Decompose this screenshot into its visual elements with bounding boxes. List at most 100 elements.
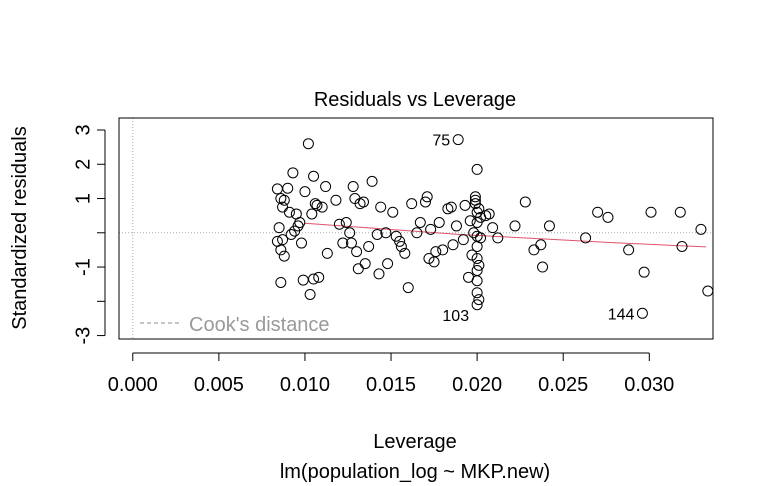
data-point [309, 198, 321, 210]
point-label: 75 [432, 133, 450, 150]
data-point [306, 208, 318, 220]
x-tick-label: 0.005 [194, 374, 244, 396]
data-point [473, 259, 485, 271]
data-point [473, 294, 485, 306]
cooks-distance-legend: Cook's distance [140, 314, 330, 336]
data-point [278, 194, 290, 206]
data-point [366, 175, 378, 187]
data-point [337, 237, 349, 249]
data-point [447, 239, 459, 251]
data-point [645, 206, 657, 218]
data-point [592, 206, 604, 218]
data-point [421, 191, 433, 203]
data-point [543, 220, 555, 232]
data-point [450, 220, 462, 232]
data-point [333, 218, 345, 230]
data-point [304, 288, 316, 300]
data-point [535, 239, 547, 251]
data-point [380, 227, 392, 239]
data-point [428, 256, 440, 268]
data-point [473, 203, 485, 215]
data-point [475, 232, 487, 244]
data-point [382, 258, 394, 270]
data-point [351, 246, 363, 258]
x-tick-label: 0.000 [108, 374, 158, 396]
data-point [316, 201, 328, 213]
data-point [676, 240, 688, 252]
data-point [287, 167, 299, 179]
smooth-line [304, 222, 707, 248]
data-point [433, 217, 445, 229]
x-tick-label: 0.030 [624, 374, 674, 396]
point-label: 144 [608, 306, 635, 323]
x-tick-label: 0.020 [452, 374, 502, 396]
x-axis-label: Leverage [373, 431, 456, 453]
data-point [394, 235, 406, 247]
data-point [359, 258, 371, 270]
data-point [395, 240, 407, 252]
data-point [285, 228, 297, 240]
point-labels-layer: 75 103 144 [432, 133, 634, 325]
smooth-layer [304, 222, 707, 248]
data-point [282, 182, 294, 194]
data-point [492, 232, 504, 244]
y-axis-label: Standardized residuals [9, 126, 31, 329]
data-point [313, 271, 325, 283]
data-point [471, 163, 483, 175]
data-point [419, 196, 431, 208]
data-point [330, 194, 342, 206]
data-point [580, 232, 592, 244]
data-point [638, 266, 650, 278]
data-point [459, 199, 471, 211]
data-point [471, 299, 483, 311]
data-point [277, 234, 289, 246]
data-point [452, 134, 464, 146]
data-point [320, 181, 332, 193]
reference-lines [119, 118, 713, 339]
data-point [344, 227, 356, 239]
data-point [283, 206, 295, 218]
data-point [302, 138, 314, 150]
data-point [308, 170, 320, 182]
data-point [273, 222, 285, 234]
data-point [402, 282, 414, 294]
x-tick-label: 0.025 [538, 374, 588, 396]
data-point [275, 244, 287, 256]
data-point [425, 223, 437, 235]
cooks-legend-label: Cook's distance [189, 314, 330, 336]
data-point [430, 246, 442, 258]
y-tick-label: -3 [72, 327, 94, 345]
data-point [457, 234, 469, 246]
data-point [519, 196, 531, 208]
data-point [371, 228, 383, 240]
data-point [299, 186, 311, 198]
data-point [674, 206, 686, 218]
data-point [487, 222, 499, 234]
y-tick-label: 3 [72, 124, 94, 135]
data-point [414, 217, 426, 229]
y-tick-label: 1 [72, 193, 94, 204]
chart-title: Residuals vs Leverage [314, 89, 516, 111]
data-point [387, 206, 399, 218]
data-point [278, 250, 290, 262]
data-point [340, 217, 352, 229]
data-point [321, 247, 333, 259]
data-point [437, 244, 449, 256]
data-point [445, 201, 457, 213]
data-point [509, 220, 521, 232]
chart-subtitle: lm(population_log ~ MKP.new) [280, 461, 550, 483]
y-tick-label: 2 [72, 159, 94, 170]
data-point [345, 237, 357, 249]
data-point [471, 252, 483, 264]
data-point [636, 307, 648, 319]
points-layer [271, 134, 714, 319]
point-label: 103 [442, 308, 469, 325]
data-point [311, 199, 323, 211]
data-point [375, 201, 387, 213]
data-point [294, 217, 306, 229]
data-point [347, 181, 359, 193]
data-point [357, 196, 369, 208]
x-tick-label: 0.010 [280, 374, 330, 396]
